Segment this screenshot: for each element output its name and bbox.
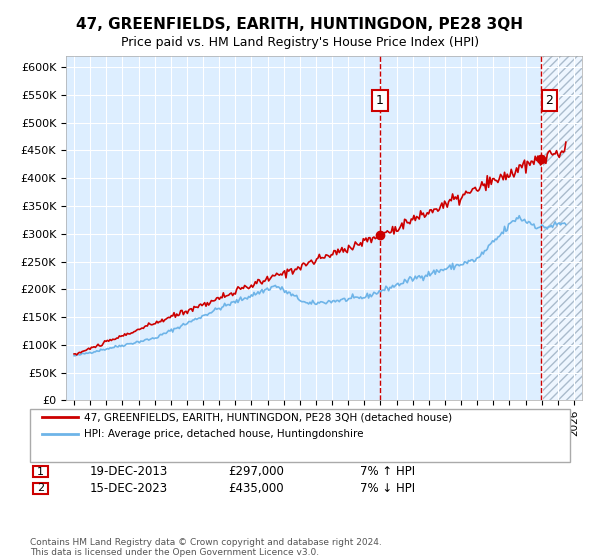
Text: 2: 2 bbox=[545, 94, 553, 107]
Text: £297,000: £297,000 bbox=[228, 465, 284, 478]
Text: 7% ↓ HPI: 7% ↓ HPI bbox=[360, 482, 415, 495]
Text: Contains HM Land Registry data © Crown copyright and database right 2024.
This d: Contains HM Land Registry data © Crown c… bbox=[30, 538, 382, 557]
Text: 2: 2 bbox=[37, 483, 44, 493]
Bar bbox=[541, 56, 582, 400]
Text: 1: 1 bbox=[376, 94, 384, 107]
Text: 47, GREENFIELDS, EARITH, HUNTINGDON, PE28 3QH: 47, GREENFIELDS, EARITH, HUNTINGDON, PE2… bbox=[77, 17, 523, 32]
Text: 47, GREENFIELDS, EARITH, HUNTINGDON, PE28 3QH (detached house): 47, GREENFIELDS, EARITH, HUNTINGDON, PE2… bbox=[84, 412, 452, 422]
Text: Price paid vs. HM Land Registry's House Price Index (HPI): Price paid vs. HM Land Registry's House … bbox=[121, 36, 479, 49]
Text: £435,000: £435,000 bbox=[228, 482, 284, 495]
Text: 7% ↑ HPI: 7% ↑ HPI bbox=[360, 465, 415, 478]
Text: HPI: Average price, detached house, Huntingdonshire: HPI: Average price, detached house, Hunt… bbox=[84, 429, 364, 439]
Text: 1: 1 bbox=[37, 466, 44, 477]
Text: 15-DEC-2023: 15-DEC-2023 bbox=[90, 482, 168, 495]
Text: 19-DEC-2013: 19-DEC-2013 bbox=[90, 465, 168, 478]
Bar bbox=[541, 56, 582, 400]
